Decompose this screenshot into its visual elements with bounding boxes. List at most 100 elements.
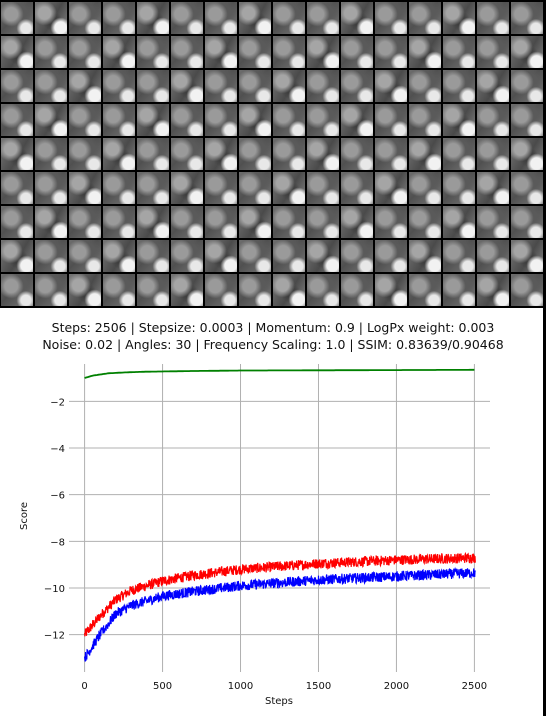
x-tick-label: 0 [81, 681, 87, 692]
sample-thumbnail [205, 206, 237, 238]
sample-thumbnail [171, 70, 203, 102]
sample-thumbnail [307, 206, 339, 238]
sample-thumbnail [205, 36, 237, 68]
sample-thumbnail [171, 36, 203, 68]
sample-thumbnail [511, 240, 543, 272]
sample-thumbnail [443, 138, 475, 170]
sample-thumbnail [205, 138, 237, 170]
sample-thumbnail [1, 104, 33, 136]
sample-thumbnail [239, 206, 271, 238]
sample-thumbnail [341, 274, 373, 306]
x-ticks: 0 500 1000 1500 2000 2500 [81, 681, 487, 692]
sample-thumbnail [511, 36, 543, 68]
x-tick-label: 500 [153, 681, 172, 692]
sample-thumbnail [273, 36, 305, 68]
sample-thumbnail [273, 274, 305, 306]
sample-thumbnail [137, 104, 169, 136]
series-line-1 [84, 551, 476, 637]
sample-thumbnail [511, 274, 543, 306]
sample-thumbnail [307, 70, 339, 102]
sample-thumbnail [35, 2, 67, 34]
sample-thumbnail [477, 36, 509, 68]
sample-thumbnail [511, 70, 543, 102]
sample-thumbnail [1, 2, 33, 34]
sample-thumbnail [443, 36, 475, 68]
sample-thumbnail [443, 104, 475, 136]
sample-thumbnail [375, 274, 407, 306]
sample-thumbnail [443, 2, 475, 34]
sample-thumbnail [409, 206, 441, 238]
sample-thumbnail [341, 172, 373, 204]
chart-title-line-2: Noise: 0.02 | Angles: 30 | Frequency Sca… [42, 337, 504, 352]
sample-thumbnail [409, 104, 441, 136]
sample-thumbnail [171, 172, 203, 204]
sample-thumbnail [409, 36, 441, 68]
sample-thumbnail [443, 240, 475, 272]
sample-thumbnail [103, 172, 135, 204]
sample-thumbnail [443, 70, 475, 102]
sample-thumbnail [307, 2, 339, 34]
sample-thumbnail [35, 138, 67, 170]
sample-thumbnail [239, 138, 271, 170]
sample-thumbnail [409, 70, 441, 102]
sample-thumbnail [443, 206, 475, 238]
sample-thumbnail [375, 172, 407, 204]
sample-thumbnail [443, 274, 475, 306]
sample-thumbnail [307, 138, 339, 170]
sample-thumbnail [409, 2, 441, 34]
sample-thumbnail [307, 240, 339, 272]
sample-thumbnail [375, 138, 407, 170]
sample-thumbnail [375, 2, 407, 34]
sample-thumbnail [511, 138, 543, 170]
sample-thumbnail [69, 2, 101, 34]
sample-thumbnail [477, 2, 509, 34]
sample-thumbnail [35, 104, 67, 136]
sample-thumbnail [103, 240, 135, 272]
sample-thumbnail [273, 104, 305, 136]
sample-thumbnail [239, 172, 271, 204]
y-tick-label: −2 [50, 397, 65, 408]
sample-thumbnail [341, 2, 373, 34]
sample-thumbnail [205, 240, 237, 272]
sample-thumbnail [103, 138, 135, 170]
y-tick-label: −6 [50, 491, 65, 502]
sample-thumbnail [341, 206, 373, 238]
sample-thumbnail [103, 36, 135, 68]
chart-title-line-1: Steps: 2506 | Stepsize: 0.0003 | Momentu… [51, 320, 495, 335]
sample-thumbnail [477, 240, 509, 272]
series-line-0 [84, 368, 475, 379]
sample-thumbnail [273, 240, 305, 272]
sample-thumbnail [409, 240, 441, 272]
sample-thumbnail [511, 172, 543, 204]
sample-thumbnail [103, 104, 135, 136]
sample-thumbnail [511, 104, 543, 136]
y-tick-label: −8 [50, 537, 65, 548]
sample-thumbnail [205, 70, 237, 102]
sample-thumbnail [69, 36, 101, 68]
sample-thumbnail [477, 206, 509, 238]
sample-thumbnail [409, 274, 441, 306]
sample-thumbnail [239, 240, 271, 272]
sample-thumbnail [443, 172, 475, 204]
sample-thumbnail [341, 138, 373, 170]
sample-thumbnail [171, 274, 203, 306]
sample-thumbnail [69, 70, 101, 102]
sample-thumbnail [375, 240, 407, 272]
sample-thumbnail [1, 274, 33, 306]
y-axis-label: Score [19, 502, 30, 530]
sample-thumbnail [103, 70, 135, 102]
sample-thumbnail [35, 240, 67, 272]
sample-thumbnail [35, 206, 67, 238]
sample-thumbnail [137, 138, 169, 170]
sample-thumbnail [137, 70, 169, 102]
sample-thumbnail [307, 274, 339, 306]
sample-thumbnail [69, 240, 101, 272]
y-ticks: −2 −4 −6 −8 −10 −12 [44, 397, 65, 641]
sample-thumbnail [1, 138, 33, 170]
sample-thumbnail [375, 206, 407, 238]
sample-thumbnail [171, 138, 203, 170]
score-line-chart: 0 500 1000 1500 2000 2500 −2 −4 −6 −8 −10 −12 Step… [19, 364, 490, 707]
sample-thumbnail [103, 206, 135, 238]
sample-thumbnail-grid [0, 0, 546, 510]
sample-thumbnail [477, 172, 509, 204]
